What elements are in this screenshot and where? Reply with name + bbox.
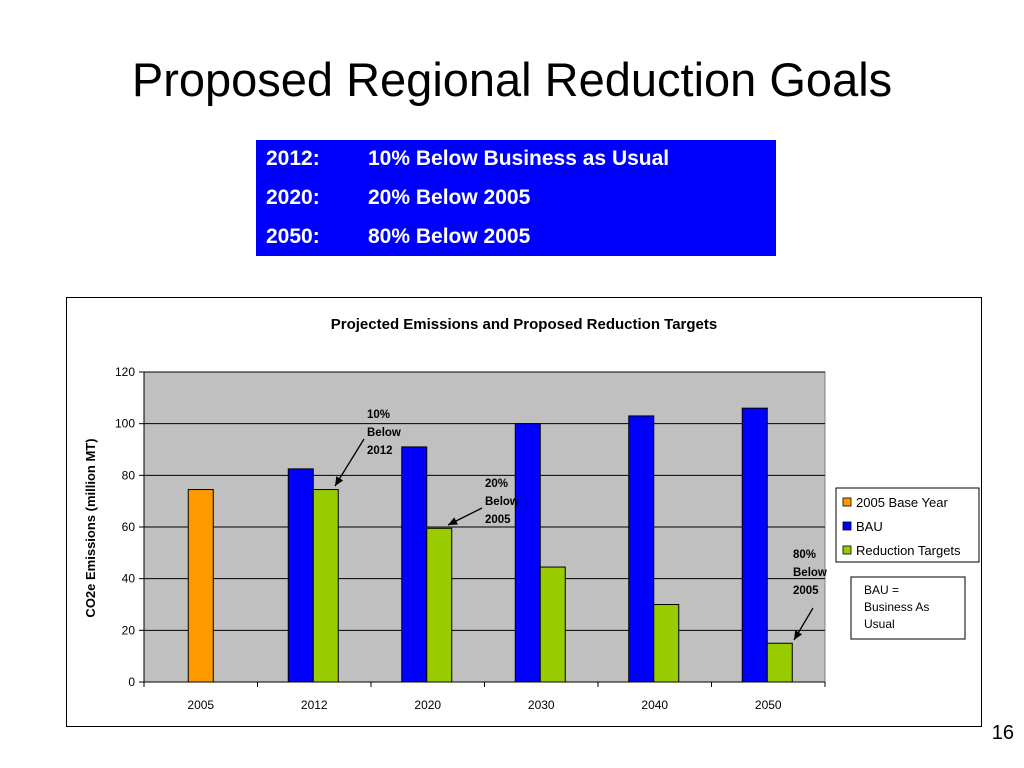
legend-swatch — [842, 521, 852, 531]
goal-text: 80% Below 2005 — [368, 225, 531, 248]
goal-row: 2050: 80% Below 2005 — [256, 218, 776, 256]
bar — [539, 566, 566, 683]
y-axis-label: CO2e Emissions (million MT) — [83, 438, 98, 617]
annotation-label: 10% Below 2012 — [367, 409, 401, 457]
y-tick-label: 120 — [115, 365, 135, 379]
annotation-label: 80% Below 2005 — [793, 549, 827, 597]
chart-frame: Projected Emissions and Proposed Reducti… — [66, 297, 982, 727]
x-tick-label: 2005 — [187, 698, 214, 712]
bau-note: BAU = Business As Usual — [864, 583, 929, 631]
arrow-head — [794, 630, 803, 640]
slide-title: Proposed Regional Reduction Goals — [131, 53, 893, 106]
bar — [514, 423, 541, 683]
y-tick-label: 20 — [122, 623, 136, 637]
chart-title: Projected Emissions and Proposed Reducti… — [331, 316, 717, 333]
goal-year: 2050: — [266, 225, 320, 248]
bar — [287, 468, 314, 683]
legend-entry: Reduction Targets — [856, 543, 961, 558]
legend-box — [835, 487, 980, 563]
x-tick-label: 2020 — [414, 698, 441, 712]
goal-year: 2012: — [266, 147, 320, 170]
x-tick-label: 2040 — [641, 698, 668, 712]
goal-text: 10% Below Business as Usual — [368, 147, 670, 170]
annotation-label: 20% Below 2005 — [485, 478, 519, 526]
y-tick-label: 60 — [122, 520, 136, 534]
bar — [741, 407, 768, 683]
legend-swatch — [842, 545, 852, 555]
page-number: 16 — [991, 722, 1014, 744]
bar — [766, 642, 793, 683]
legend-entry: BAU — [856, 519, 883, 534]
bau-note-box — [850, 576, 966, 640]
goals-box: 2012: 10% Below Business as Usual 2020: … — [256, 140, 776, 256]
x-tick-label: 2012 — [301, 698, 328, 712]
legend-swatch — [842, 497, 852, 507]
x-tick-label: 2030 — [528, 698, 555, 712]
y-tick-label: 0 — [128, 675, 135, 689]
goal-text: 20% Below 2005 — [368, 186, 531, 209]
emissions-chart: Projected Emissions and Proposed Reducti… — [83, 316, 980, 712]
goal-row: 2020: 20% Below 2005 — [256, 179, 776, 217]
bar — [312, 489, 339, 683]
bar — [426, 527, 453, 683]
legend-entry: 2005 Base Year — [856, 495, 948, 510]
x-tick-label: 2050 — [755, 698, 782, 712]
bar — [401, 446, 428, 683]
bar — [653, 604, 680, 683]
arrow-head — [335, 476, 344, 486]
y-tick-label: 80 — [122, 468, 136, 482]
goal-row: 2012: 10% Below Business as Usual — [256, 140, 776, 178]
goal-year: 2020: — [266, 186, 320, 209]
arrow-head — [448, 517, 458, 525]
bar — [628, 415, 655, 683]
y-tick-label: 40 — [122, 572, 136, 586]
y-tick-label: 100 — [115, 417, 135, 431]
bar — [187, 489, 214, 683]
annotation-arrow — [334, 438, 365, 487]
